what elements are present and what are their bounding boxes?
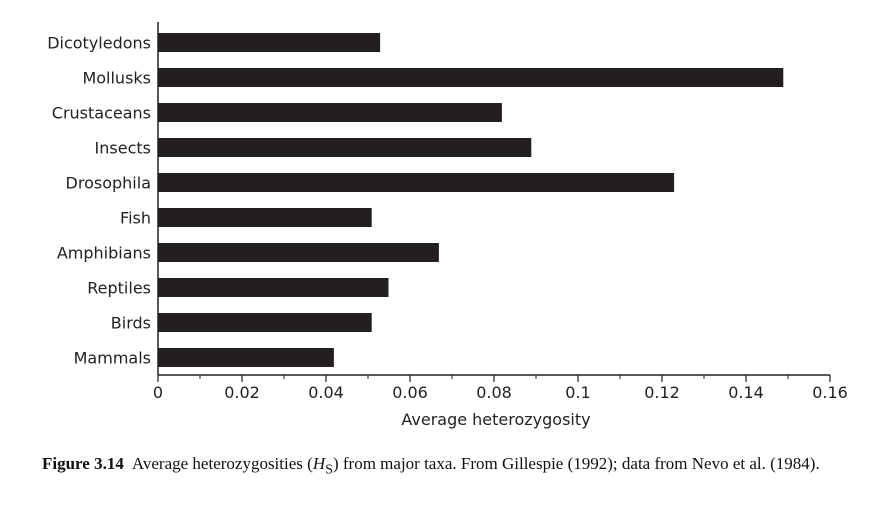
x-tick-label: 0.16: [812, 383, 848, 402]
x-tick-label: 0.06: [392, 383, 428, 402]
category-label-fish: Fish: [120, 209, 151, 228]
bar-amphibians: [157, 242, 440, 263]
category-label-mammals: Mammals: [74, 349, 151, 368]
x-tick-label: 0: [153, 383, 163, 402]
bar-fish: [157, 207, 373, 228]
bar-mammals: [157, 347, 335, 368]
caption-text-after: ) from major taxa. From Gillespie (1992)…: [332, 454, 820, 473]
category-label-crustaceans: Crustaceans: [52, 104, 151, 123]
bar-drosophila: [157, 172, 676, 193]
x-tick-label: 0.14: [728, 383, 764, 402]
figure-label: Figure 3.14: [42, 454, 124, 473]
x-axis-label: Average heterozygosity: [401, 410, 590, 429]
bar-mollusks: [157, 67, 785, 88]
category-label-mollusks: Mollusks: [82, 69, 151, 88]
x-tick-label: 0.04: [308, 383, 344, 402]
category-label-dicotyledons: Dicotyledons: [47, 34, 151, 53]
category-label-birds: Birds: [111, 314, 151, 333]
caption-symbol: H: [312, 454, 326, 473]
category-label-drosophila: Drosophila: [66, 174, 151, 193]
category-labels: Dicotyledons Mollusks Crustaceans Insects Dr…: [47, 34, 151, 368]
x-tick-label: 0.08: [476, 383, 512, 402]
category-label-insects: Insects: [95, 139, 151, 158]
chart: Dicotyledons Mollusks Crustaceans Insects Dr…: [47, 22, 848, 429]
bar-dicotyledons: [157, 32, 382, 53]
x-ticks: 0 0.02 0.04 0.06 0.08 0.1 0.12 0.14 0.16: [153, 375, 848, 402]
bar-insects: [157, 137, 533, 158]
bar-crustaceans: [157, 102, 503, 123]
x-tick-label: 0.12: [644, 383, 680, 402]
x-tick-label: 0.1: [565, 383, 590, 402]
category-label-reptiles: Reptiles: [87, 279, 151, 298]
bars-group: [157, 32, 785, 368]
figure-caption: Figure 3.14 Average heterozygosities (HS)…: [42, 452, 862, 481]
x-tick-label: 0.02: [224, 383, 260, 402]
bar-chart: Dicotyledons Mollusks Crustaceans Insects Dr…: [47, 22, 848, 429]
caption-text-before: Average heterozygosities (: [131, 454, 313, 473]
category-label-amphibians: Amphibians: [57, 244, 151, 263]
bar-birds: [157, 312, 373, 333]
bar-reptiles: [157, 277, 390, 298]
caption-subscript: S: [325, 461, 333, 478]
